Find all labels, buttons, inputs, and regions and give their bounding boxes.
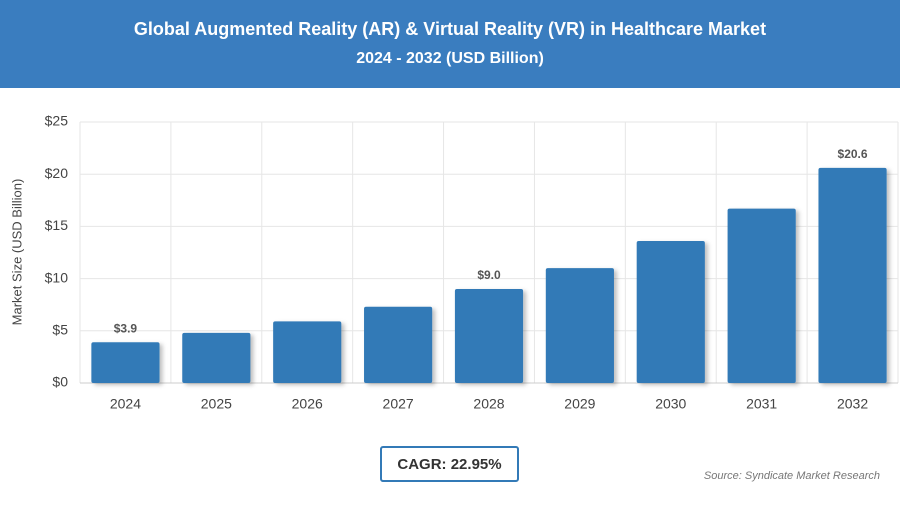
bar	[545, 268, 614, 383]
value-label: $20.6	[838, 147, 868, 161]
x-tick-label: 2026	[292, 396, 323, 412]
chart-subtitle: 2024 - 2032 (USD Billion)	[356, 50, 544, 67]
x-tick-label: 2029	[564, 396, 595, 412]
y-tick-label: $20	[45, 165, 69, 181]
bar	[727, 208, 796, 383]
value-label: $3.9	[114, 321, 138, 335]
cagr-box	[380, 446, 519, 482]
value-label: $9.0	[477, 268, 501, 282]
x-tick-label: 2030	[655, 396, 686, 412]
x-tick-label: 2031	[746, 396, 777, 412]
bar	[364, 306, 433, 383]
cagr-label: CAGR: 22.95%	[397, 456, 501, 473]
x-tick-label: 2025	[201, 396, 232, 412]
y-axis-label: Market Size (USD Billion)	[9, 179, 24, 326]
bar	[454, 289, 524, 383]
bar	[91, 342, 160, 383]
bar	[182, 332, 251, 383]
bar	[636, 241, 705, 383]
chart-title: Global Augmented Reality (AR) & Virtual …	[134, 19, 766, 39]
x-tick-label: 2032	[837, 396, 868, 412]
y-tick-label: $0	[52, 374, 68, 390]
x-tick-label: 2024	[110, 396, 141, 412]
header-banner	[0, 0, 900, 88]
x-tick-label: 2027	[383, 396, 414, 412]
y-tick-label: $15	[45, 217, 69, 233]
source-note: Source: Syndicate Market Research	[704, 470, 880, 482]
y-tick-label: $25	[45, 113, 69, 129]
bar	[273, 321, 342, 383]
y-tick-label: $10	[45, 269, 69, 285]
x-tick-label: 2028	[473, 396, 504, 412]
y-tick-label: $5	[52, 322, 68, 338]
bar	[818, 167, 887, 383]
